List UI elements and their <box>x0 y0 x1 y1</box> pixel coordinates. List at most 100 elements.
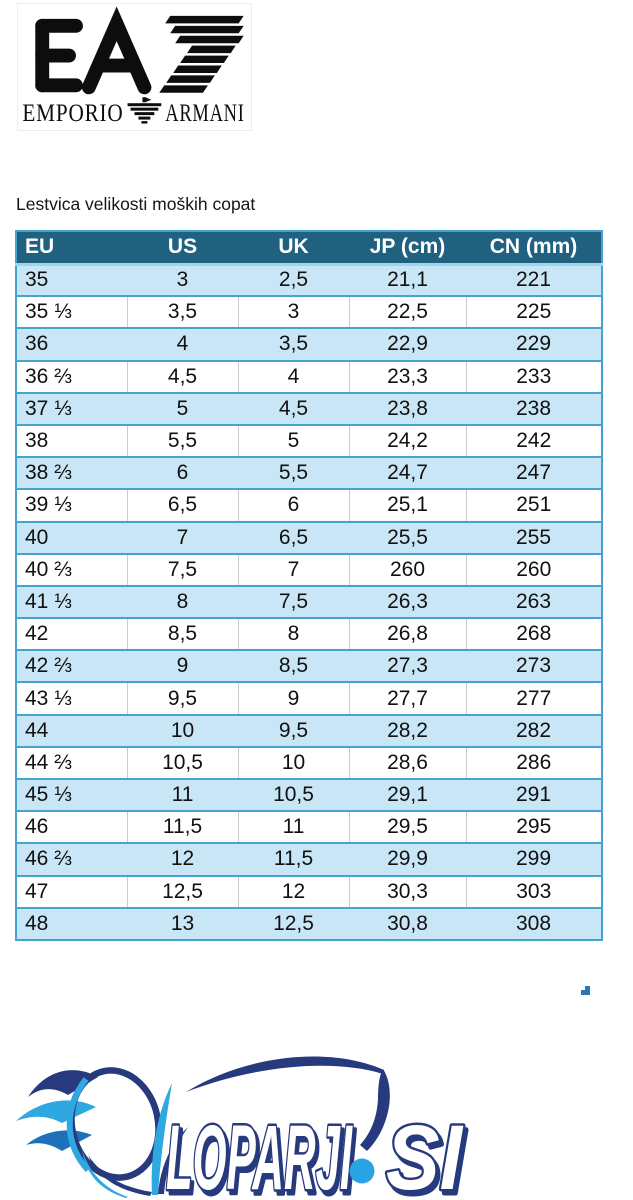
table-cell: 11,5 <box>273 847 314 871</box>
table-cell: 4,5 <box>278 396 309 420</box>
table-cell: 22,9 <box>387 332 428 356</box>
table-cell: 9 <box>176 654 189 678</box>
table-row: 35 3 2,5 21,1 221 <box>16 264 602 297</box>
col-header-cn: CN (mm) <box>466 231 602 266</box>
table-cell: 10,5 <box>273 783 314 807</box>
table-cell: 43 ⅓ <box>25 686 72 710</box>
table-cell: 38 ⅔ <box>25 461 72 485</box>
table-cell: 2,5 <box>278 268 309 292</box>
dot-separator-icon <box>349 1158 375 1184</box>
racket-icon <box>66 1067 188 1198</box>
swoosh <box>186 1056 390 1151</box>
page-title: Lestvica velikosti moških copat <box>16 194 256 214</box>
table-row: 39 ⅓ 6,5 6 25,1 251 <box>16 489 602 522</box>
table-cell: 6,5 <box>126 489 238 522</box>
armani-eagle-icon <box>127 97 162 124</box>
table-cell: 26,8 <box>348 618 466 651</box>
table-cell: 24,7 <box>387 461 428 485</box>
table-cell: 6 <box>176 461 189 485</box>
table-cell: 36 ⅔ <box>25 364 72 388</box>
table-row: 35 ⅓ 3,5 3 22,5 225 <box>16 296 602 329</box>
table-row: 47 12,5 12 30,3 303 <box>16 875 602 908</box>
table-cell: 7,5 <box>126 553 238 586</box>
table-cell: 48 <box>25 911 49 935</box>
table-cell: 260 <box>465 553 602 586</box>
table-cell: 5,5 <box>126 424 238 458</box>
table-cell: 29,9 <box>387 847 428 871</box>
table-cell: 9 <box>237 682 349 715</box>
table-row: 40 ⅔ 7,5 7 260 260 <box>16 553 602 586</box>
table-cell: 5 <box>176 396 189 420</box>
size-table: EU US UK JP (cm) CN (mm) 35 3 2,5 21,1 221 35… <box>15 230 603 941</box>
table-cell: 25,1 <box>348 489 466 522</box>
table-row: 36 ⅔ 4,5 4 23,3 233 <box>16 360 602 393</box>
table-cell: 29,5 <box>348 811 466 844</box>
table-row: 38 5,5 5 24,2 242 <box>16 424 602 458</box>
table-resize-handle <box>580 985 590 995</box>
table-cell: 29,1 <box>387 783 428 807</box>
table-cell: 10 <box>170 718 195 742</box>
table-cell: 277 <box>465 682 602 715</box>
table-cell: 11 <box>171 783 194 807</box>
table-cell: 225 <box>465 296 602 329</box>
loparji-wordmark: LOPARJI SI LOPARJI SI <box>164 1105 470 1200</box>
table-row: 48 13 12,5 30,8 308 <box>16 907 602 940</box>
table-cell: 3 <box>176 268 189 292</box>
table-row: 40 7 6,5 25,5 255 <box>16 521 602 554</box>
brand-word-emporio: EMPORIO <box>22 98 123 127</box>
col-header-jp: JP (cm) <box>349 231 466 266</box>
table-cell: 46 ⅔ <box>25 847 72 871</box>
table-cell: 23,8 <box>387 396 428 420</box>
table-cell: 8,5 <box>278 654 309 678</box>
table-cell: 45 ⅓ <box>25 783 72 807</box>
table-cell: 40 ⅔ <box>25 557 72 581</box>
table-cell: 3 <box>237 296 349 329</box>
table-cell: 39 ⅓ <box>25 493 72 517</box>
table-cell: 4,5 <box>126 360 238 393</box>
table-cell: 35 <box>25 268 49 292</box>
table-cell: 41 ⅓ <box>25 589 72 613</box>
loparji-word1-shadow: LOPARJI <box>169 1111 356 1200</box>
table-cell: 28,6 <box>348 746 466 779</box>
loparji-logo: LOPARJI SI LOPARJI SI <box>0 1038 633 1200</box>
table-cell: 7 <box>237 553 349 586</box>
table-cell: 12 <box>170 847 195 871</box>
table-cell: 21,1 <box>387 268 428 292</box>
table-cell: 3,5 <box>126 296 238 329</box>
table-cell: 7,5 <box>278 589 309 613</box>
table-cell: 238 <box>515 396 552 420</box>
table-cell: 263 <box>515 589 552 613</box>
table-cell: 12,5 <box>126 875 238 908</box>
table-cell: 12,5 <box>273 911 314 935</box>
table-row: 44 ⅔ 10,5 10 28,6 286 <box>16 746 602 779</box>
table-cell: 13 <box>170 911 195 935</box>
table-cell: 44 ⅔ <box>25 750 72 774</box>
ea7-logo-graphic: EMPORIO ARMANI <box>22 6 244 127</box>
table-cell: 11 <box>237 811 349 844</box>
table-cell: 42 ⅔ <box>25 654 72 678</box>
table-cell: 8,5 <box>126 618 238 651</box>
table-cell: 308 <box>515 911 552 935</box>
table-cell: 30,8 <box>387 911 428 935</box>
table-cell: 229 <box>515 332 552 356</box>
table-cell: 8 <box>237 618 349 651</box>
table-cell: 5 <box>237 424 349 458</box>
table-cell: 24,2 <box>348 424 466 458</box>
table-cell: 282 <box>515 718 552 742</box>
ea7-letter-a <box>81 6 152 95</box>
table-cell: 299 <box>515 847 552 871</box>
table-cell: 4 <box>237 360 349 393</box>
table-cell: 7 <box>176 525 189 549</box>
table-cell: 233 <box>465 360 602 393</box>
table-cell: 11,5 <box>126 811 238 844</box>
table-cell: 9,5 <box>278 718 309 742</box>
table-cell: 30,3 <box>348 875 466 908</box>
table-header-row: EU US UK JP (cm) CN (mm) <box>16 231 602 266</box>
table-cell: 10 <box>237 746 349 779</box>
loparji-word2-shadow: SI <box>389 1111 467 1200</box>
table-cell: 12 <box>237 875 349 908</box>
table-cell: 3,5 <box>278 332 309 356</box>
col-header-us: US <box>127 231 238 266</box>
table-cell: 247 <box>515 461 552 485</box>
table-cell: 28,2 <box>387 718 428 742</box>
